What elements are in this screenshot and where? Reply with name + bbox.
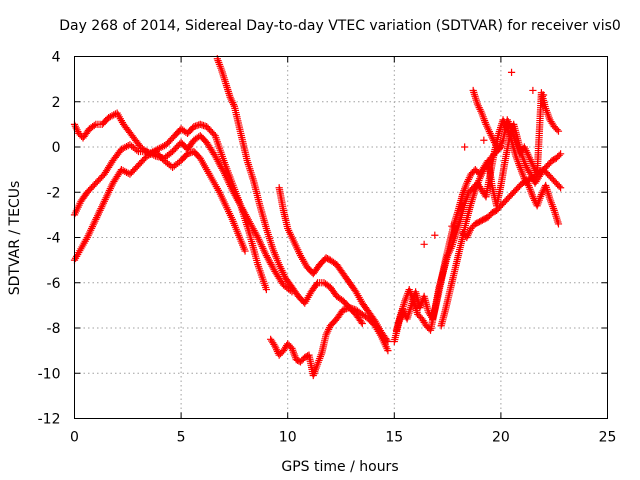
data-point [553, 126, 561, 134]
y-tick-label: 0 [52, 140, 61, 156]
y-tick-label: -4 [47, 231, 61, 247]
x-tick-label: 25 [599, 430, 617, 446]
series-arc-6 [267, 304, 366, 380]
data-point [497, 143, 505, 151]
data-point [556, 184, 565, 192]
data-point [539, 91, 548, 99]
data-point [150, 148, 158, 157]
data-point [133, 146, 141, 154]
y-tick-label: -8 [47, 321, 61, 337]
y-tick-label: -6 [47, 276, 61, 292]
y-tick-label: -10 [38, 366, 61, 382]
data-point [262, 285, 270, 294]
data-point [554, 220, 563, 228]
x-tick-label: 0 [70, 430, 79, 446]
y-tick-label: -2 [47, 185, 61, 201]
series-arc-11 [437, 143, 505, 330]
data-point [312, 280, 321, 288]
data-point [358, 319, 366, 328]
series-arc-9 [458, 166, 565, 242]
data-point [556, 150, 565, 158]
data-point [555, 151, 563, 159]
data-markers [70, 55, 565, 380]
data-point [554, 127, 563, 135]
plot-frame [74, 56, 608, 419]
data-point [384, 337, 392, 346]
data-point [241, 247, 249, 255]
y-tick-label: 2 [52, 95, 61, 111]
x-tick-label: 15 [385, 430, 403, 446]
x-tick-label: 10 [279, 430, 297, 446]
y-axis-label: SDTVAR / TECUs [7, 181, 23, 296]
data-point [461, 143, 469, 151]
data-point [357, 318, 365, 326]
series-arc-4 [213, 55, 392, 355]
y-tick-label: 4 [52, 50, 61, 66]
data-point [383, 336, 391, 344]
series-isolated [420, 68, 548, 248]
x-axis-label: GPS time / hours [281, 459, 398, 475]
data-point [384, 347, 392, 355]
series-arc-3 [70, 147, 249, 264]
series-arc-5 [275, 184, 392, 346]
data-point [124, 169, 132, 177]
data-point [507, 68, 516, 76]
data-point [420, 240, 428, 248]
series-arc-10 [469, 86, 563, 178]
data-point [480, 136, 488, 144]
data-point [448, 222, 456, 230]
y-tick-label: -12 [38, 412, 61, 428]
data-point [431, 231, 439, 239]
chart-title: Day 268 of 2014, Sidereal Day-to-day VTE… [59, 18, 621, 34]
axis-ticks: 0 5 10 15 20 25 -12 -10 -8 -6 -4 -2 0 2 4 [38, 50, 617, 446]
x-tick-label: 20 [492, 430, 510, 446]
data-point [90, 121, 98, 130]
data-point [529, 86, 537, 95]
series-arc-2 [70, 132, 296, 296]
data-point [555, 182, 563, 190]
grid [74, 56, 608, 419]
x-tick-label: 5 [177, 430, 186, 446]
data-point [495, 144, 504, 153]
